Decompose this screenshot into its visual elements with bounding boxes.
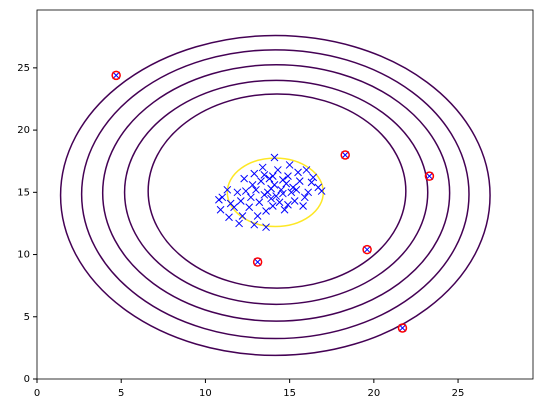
- axes-frame: [36, 9, 534, 380]
- y-tick-label: 0: [24, 374, 30, 385]
- x-tick-label: 0: [34, 388, 40, 399]
- y-tick-label: 25: [17, 63, 30, 74]
- outlier: [397, 323, 408, 333]
- point: [363, 245, 371, 254]
- contour: [59, 34, 491, 357]
- point: [258, 163, 267, 172]
- point: [265, 174, 274, 183]
- point: [287, 188, 296, 197]
- point: [275, 198, 284, 207]
- point: [250, 169, 259, 178]
- y-tick-label: 5: [24, 312, 30, 323]
- point: [238, 212, 247, 220]
- point: [289, 183, 297, 192]
- point: [255, 198, 264, 207]
- point: [257, 177, 265, 185]
- point: [262, 207, 270, 215]
- point: [112, 71, 121, 80]
- outlier: [111, 70, 121, 81]
- point: [309, 173, 318, 182]
- point: [250, 220, 259, 229]
- point: [279, 176, 287, 184]
- point: [225, 213, 233, 222]
- point: [304, 188, 313, 197]
- x-tick-label: 15: [283, 388, 296, 399]
- point: [218, 193, 227, 202]
- outlier: [340, 150, 350, 160]
- point: [235, 219, 243, 228]
- point: [398, 324, 407, 332]
- outlier: [252, 257, 263, 267]
- point: [295, 177, 304, 185]
- point: [290, 197, 299, 205]
- point: [267, 194, 275, 203]
- contour: [123, 79, 429, 306]
- outlier: [424, 171, 435, 181]
- contour: [147, 93, 407, 289]
- point: [284, 200, 292, 209]
- point: [273, 166, 282, 174]
- point: [425, 172, 434, 180]
- point: [223, 185, 232, 194]
- y-tick-label: 15: [17, 187, 30, 198]
- y-tick-label: 10: [17, 250, 30, 261]
- point: [270, 153, 279, 162]
- point: [302, 166, 311, 174]
- point: [247, 193, 255, 202]
- point: [248, 181, 257, 189]
- point: [267, 184, 275, 193]
- x-tick-label: 10: [199, 388, 212, 399]
- point: [280, 205, 289, 214]
- point: [268, 172, 277, 180]
- outlier: [362, 244, 372, 255]
- point: [241, 187, 250, 195]
- point: [317, 187, 326, 195]
- point: [260, 190, 269, 199]
- point: [216, 205, 225, 214]
- point: [277, 185, 286, 194]
- x-tick-label: 25: [452, 388, 465, 399]
- point: [240, 174, 249, 183]
- point: [272, 192, 281, 200]
- point: [284, 172, 292, 180]
- point: [262, 223, 270, 232]
- point: [215, 195, 223, 204]
- point: [341, 151, 350, 159]
- y-tick-label: 20: [17, 125, 30, 136]
- contour: [101, 64, 451, 322]
- point: [260, 171, 269, 179]
- point: [307, 178, 316, 187]
- point: [294, 168, 302, 177]
- x-tick-label: 5: [118, 388, 124, 399]
- point: [233, 188, 242, 197]
- point: [236, 197, 245, 205]
- point: [300, 193, 309, 202]
- x-tick-label: 20: [367, 388, 380, 399]
- point: [285, 161, 294, 169]
- point: [253, 258, 262, 266]
- point: [279, 189, 287, 198]
- point: [226, 199, 235, 208]
- point: [292, 185, 301, 194]
- contour: [80, 49, 470, 340]
- point: [268, 202, 277, 210]
- point: [253, 212, 262, 220]
- point: [299, 202, 307, 210]
- point: [252, 185, 260, 194]
- point: [245, 203, 254, 212]
